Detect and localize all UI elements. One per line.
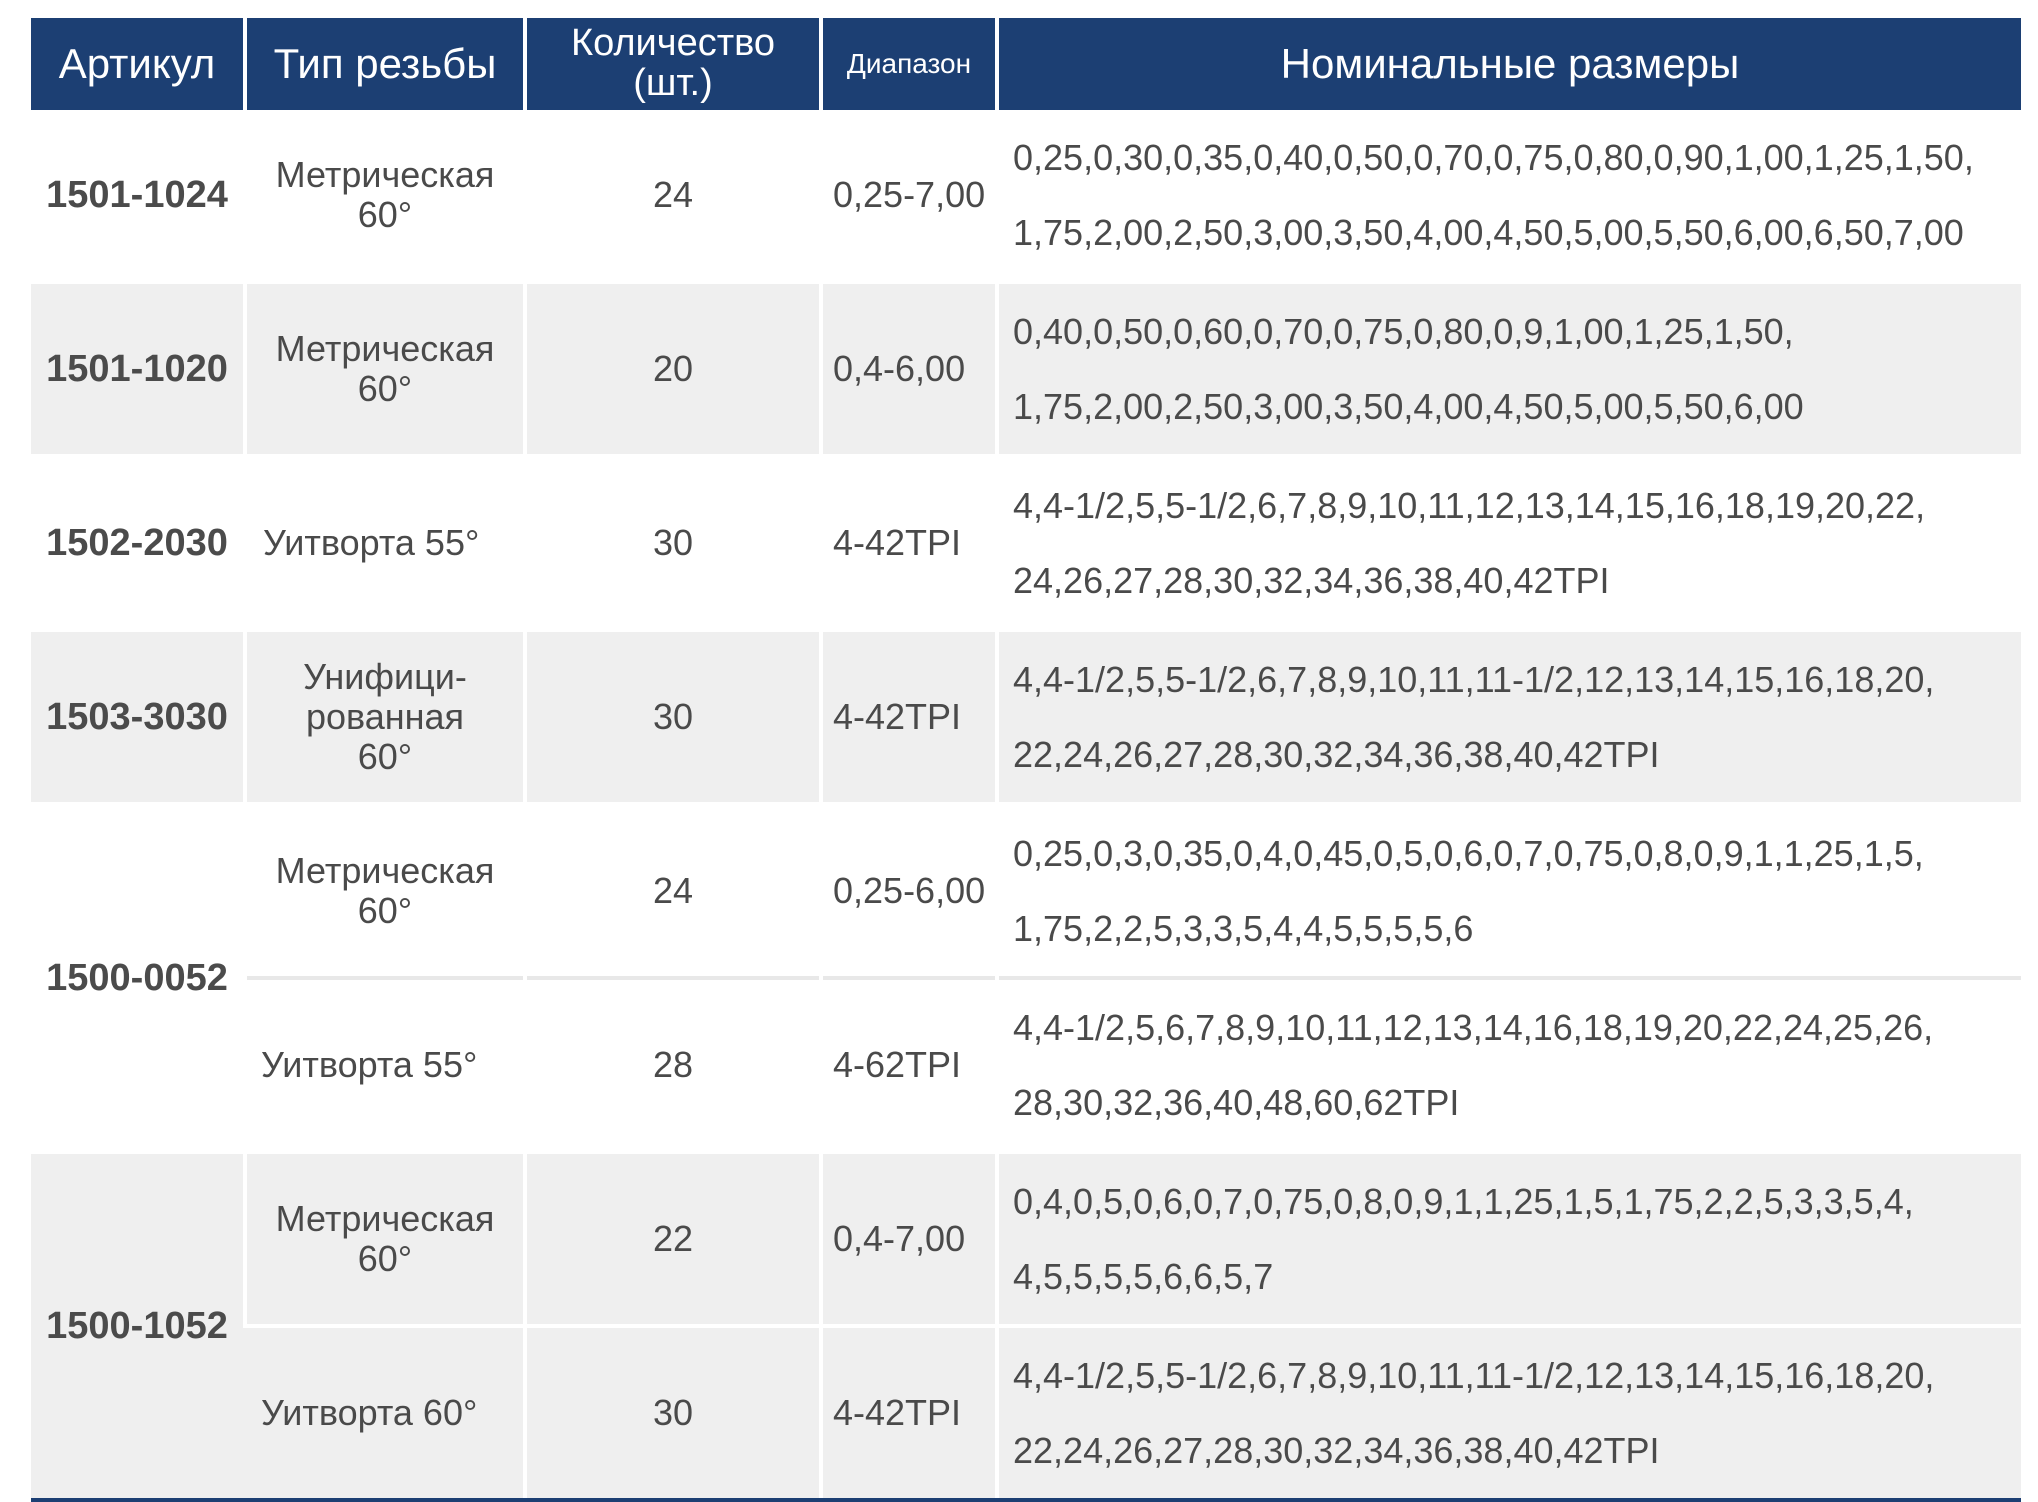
sizes-line: 28,30,32,36,40,48,60,62TPI <box>1013 1082 1460 1123</box>
thread-tap-set-table: Артикул Тип резьбы Количество (шт.) Диап… <box>31 18 2021 1498</box>
table-row: 1501-1024 Метрическая 60° 24 0,25-7,00 0… <box>31 110 2021 282</box>
thread-type-cell: Уитворта 55° <box>243 454 525 630</box>
thread-type-cell: Метрическая 60° <box>243 110 525 282</box>
range-cell: 0,25-7,00 <box>819 110 997 282</box>
thread-type-line: рованная <box>305 695 465 737</box>
range-cell: 0,25-6,00 <box>819 802 997 978</box>
thread-type-line: 60° <box>357 1238 413 1279</box>
quantity-cell: 24 <box>523 110 821 282</box>
thread-type-line: Метрическая <box>275 849 495 891</box>
nominal-sizes-cell: 4,4-1/2,5,6,7,8,9,10,11,12,13,14,16,18,1… <box>995 976 2021 1152</box>
thread-type-line: 60° <box>357 890 413 931</box>
thread-type-cell: Уитворта 55° <box>245 976 525 1152</box>
range-cell: 0,4-7,00 <box>819 1150 997 1326</box>
thread-type-line: Метрическая <box>275 327 495 369</box>
thread-type-line: Унифици- <box>303 655 467 697</box>
nominal-sizes-cell: 0,25,0,30,0,35,0,40,0,50,0,70,0,75,0,80,… <box>995 110 2021 282</box>
nominal-sizes-cell: 4,4-1/2,5,5-1/2,6,7,8,9,10,11,11-1/2,12,… <box>995 628 2021 804</box>
thread-type-cell: Метрическая 60° <box>243 802 525 978</box>
sizes-line: 4,4-1/2,5,5-1/2,6,7,8,9,10,11,12,13,14,1… <box>1013 485 1926 526</box>
sizes-line: 0,40,0,50,0,60,0,70,0,75,0,80,0,9,1,00,1… <box>1013 311 1794 352</box>
article-cell: 1502-2030 <box>31 454 245 630</box>
article-cell: 1501-1020 <box>31 280 245 456</box>
sizes-line: 4,4-1/2,5,5-1/2,6,7,8,9,10,11,11-1/2,12,… <box>1013 1355 1935 1396</box>
quantity-cell: 24 <box>523 802 821 978</box>
table-row: 1500-1052 Метрическая 60° 22 0,4-7,00 0,… <box>31 1150 2021 1498</box>
thread-type-cell: Метрическая 60° <box>243 1150 525 1326</box>
sizes-line: 1,75,2,00,2,50,3,00,3,50,4,00,4,50,5,00,… <box>1013 386 1804 427</box>
nominal-sizes-cell: 0,4,0,5,0,6,0,7,0,75,0,8,0,9,1,1,25,1,5,… <box>995 1150 2021 1326</box>
nominal-sizes-cell: 0,40,0,50,0,60,0,70,0,75,0,80,0,9,1,00,1… <box>995 280 2021 456</box>
thread-type-cell: Метрическая 60° <box>243 280 525 456</box>
thread-type-line: 60° <box>357 194 413 235</box>
sizes-line: 0,4,0,5,0,6,0,7,0,75,0,8,0,9,1,1,25,1,5,… <box>1013 1181 1914 1222</box>
table-row: Уитворта 55° 28 4-62TPI 4,4-1/2,5,6,7,8,… <box>31 976 2021 1152</box>
article-cell: 1500-1052 <box>31 1150 245 1498</box>
thread-tap-set-table-container: Артикул Тип резьбы Количество (шт.) Диап… <box>31 18 2021 1502</box>
quantity-cell: 30 <box>523 628 821 804</box>
sizes-line: 22,24,26,27,28,30,32,34,36,38,40,42TPI <box>1013 1430 1660 1471</box>
header-range: Диапазон <box>819 18 997 110</box>
sizes-line: 24,26,27,28,30,32,34,36,38,40,42TPI <box>1013 560 1610 601</box>
quantity-cell: 28 <box>523 976 821 1152</box>
table-row: 1502-2030 Уитворта 55° 30 4-42TPI 4,4-1/… <box>31 454 2021 630</box>
table-row: 1501-1020 Метрическая 60° 20 0,4-6,00 0,… <box>31 280 2021 456</box>
range-cell: 4-42TPI <box>819 628 997 804</box>
thread-type-line: Метрическая <box>275 1197 495 1239</box>
quantity-cell: 30 <box>523 454 821 630</box>
sizes-line: 0,25,0,30,0,35,0,40,0,50,0,70,0,75,0,80,… <box>1013 137 1974 178</box>
header-nominal-sizes: Номинальные размеры <box>995 18 2021 110</box>
header-article: Артикул <box>31 18 245 110</box>
header-quantity-line1: Количество <box>570 22 776 65</box>
nominal-sizes-cell: 0,25,0,3,0,35,0,4,0,45,0,5,0,6,0,7,0,75,… <box>995 802 2021 978</box>
thread-type-line: 60° <box>357 736 413 778</box>
thread-type-cell: Унифици- рованная 60° <box>243 628 525 804</box>
sizes-line: 4,4-1/2,5,5-1/2,6,7,8,9,10,11,11-1/2,12,… <box>1013 659 1935 700</box>
range-cell: 0,4-6,00 <box>819 280 997 456</box>
sizes-line: 1,75,2,2,5,3,3,5,4,4,5,5,5,5,6 <box>1013 908 1474 949</box>
article-cell: 1503-3030 <box>31 628 245 804</box>
quantity-cell: 20 <box>523 280 821 456</box>
table-row: 1500-0052 Метрическая 60° 24 0,25-6,00 0… <box>31 802 2021 1152</box>
thread-type-line: 60° <box>357 368 413 409</box>
table-row: 1503-3030 Унифици- рованная 60° 30 4-42T… <box>31 628 2021 804</box>
nominal-sizes-cell: 4,4-1/2,5,5-1/2,6,7,8,9,10,11,12,13,14,1… <box>995 454 2021 630</box>
table-header-row: Артикул Тип резьбы Количество (шт.) Диап… <box>31 18 2021 110</box>
sizes-line: 1,75,2,00,2,50,3,00,3,50,4,00,4,50,5,00,… <box>1013 212 1964 253</box>
sizes-line: 0,25,0,3,0,35,0,4,0,45,0,5,0,6,0,7,0,75,… <box>1013 833 1924 874</box>
quantity-cell: 22 <box>523 1150 821 1326</box>
sizes-line: 22,24,26,27,28,30,32,34,36,38,40,42TPI <box>1013 734 1660 775</box>
header-quantity: Количество (шт.) <box>523 18 821 110</box>
range-cell: 4-62TPI <box>819 976 997 1152</box>
sizes-line: 4,5,5,5,5,6,6,5,7 <box>1013 1256 1274 1297</box>
range-cell: 4-42TPI <box>819 454 997 630</box>
header-thread-type: Тип резьбы <box>243 18 525 110</box>
sizes-line: 4,4-1/2,5,6,7,8,9,10,11,12,13,14,16,18,1… <box>1013 1007 1934 1048</box>
thread-type-line: Метрическая <box>275 153 495 195</box>
article-cell: 1501-1024 <box>31 110 245 282</box>
header-quantity-line2: (шт.) <box>633 62 713 104</box>
article-cell: 1500-0052 <box>31 802 245 1152</box>
